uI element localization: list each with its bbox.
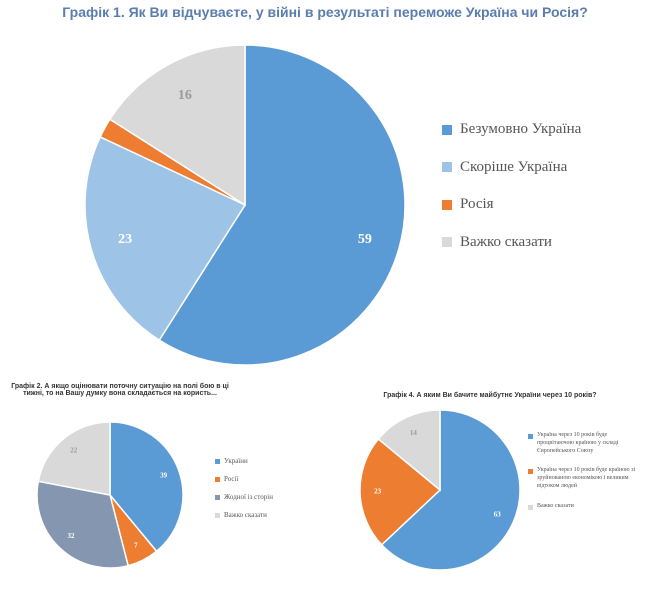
pie-slice <box>377 409 441 492</box>
legend-label: Жодної із сторін <box>224 493 273 502</box>
marker <box>442 237 452 247</box>
legend-label: України <box>224 457 248 465</box>
legend-label: Важко сказати <box>460 233 552 250</box>
legend-item: Скоріше Україна <box>442 158 642 178</box>
data-label: 7 <box>134 541 138 549</box>
pie-slice <box>36 480 130 569</box>
marker <box>528 433 533 439</box>
marker <box>215 495 220 501</box>
data-label: 63 <box>494 510 502 518</box>
legend-label: Важко сказати <box>537 502 574 509</box>
marker <box>528 504 533 510</box>
legend-item: Росії <box>215 475 325 484</box>
pie-slice <box>359 437 442 546</box>
marker <box>215 477 220 483</box>
marker <box>442 199 452 210</box>
marker <box>528 469 533 475</box>
chart-title: Графік 2. А якщо оцінювати поточну ситуа… <box>11 383 229 397</box>
legend-item: Важко сказати <box>215 511 325 520</box>
data-label: 16 <box>178 88 192 103</box>
pie-slice <box>109 421 184 553</box>
pie-slice <box>84 135 247 342</box>
legend: Безумовно Україна Скоріше Україна Росія Важ… <box>442 120 642 270</box>
data-label: 32 <box>68 532 76 540</box>
data-label: 22 <box>70 447 78 455</box>
legend-item: Безумовно Україна <box>442 120 642 140</box>
legend-label: Важко сказати <box>224 511 267 520</box>
marker <box>215 513 220 519</box>
chart-title: Графік 4. А яким Ви бачите майбутнє Укра… <box>383 392 597 399</box>
data-label: 59 <box>358 232 372 247</box>
legend: України Росії Жодної із сторін Важко сказат… <box>215 457 325 529</box>
pie-slice <box>37 421 111 496</box>
marker <box>442 162 452 172</box>
pie-slice <box>158 44 406 366</box>
marker <box>215 459 220 465</box>
pie-slice <box>108 44 246 207</box>
legend-label: Безумовно Україна <box>460 121 582 137</box>
legend-item: Україна через 10 років буде країною зі з… <box>528 467 643 490</box>
data-label: 14 <box>410 429 418 437</box>
marker <box>442 124 452 135</box>
legend-label: Скоріше Україна <box>460 158 568 175</box>
legend: Україна через 10 років буде процвітаючою… <box>528 432 643 523</box>
legend-label: Росії <box>224 475 239 484</box>
pie-slice <box>380 409 521 571</box>
legend-label: Росія <box>460 196 494 212</box>
legend-item: Важко сказати <box>442 233 642 253</box>
legend-item: Важко сказати <box>528 503 643 511</box>
legend-label: Україна через 10 років буде країною зі з… <box>537 467 636 489</box>
data-label: 23 <box>118 232 132 247</box>
chart-title: Графік 1. Як Ви відчуваєте, у війні в ре… <box>62 4 588 20</box>
legend-item: України <box>215 457 325 466</box>
legend-item: Жодної із сторін <box>215 493 325 502</box>
legend-item: Україна через 10 років буде процвітаючою… <box>528 432 643 455</box>
data-label: 23 <box>374 488 382 496</box>
legend-label: Україна через 10 років буде процвітаючою… <box>537 432 619 454</box>
data-label: 39 <box>160 471 168 479</box>
legend-item: Росія <box>442 195 642 215</box>
